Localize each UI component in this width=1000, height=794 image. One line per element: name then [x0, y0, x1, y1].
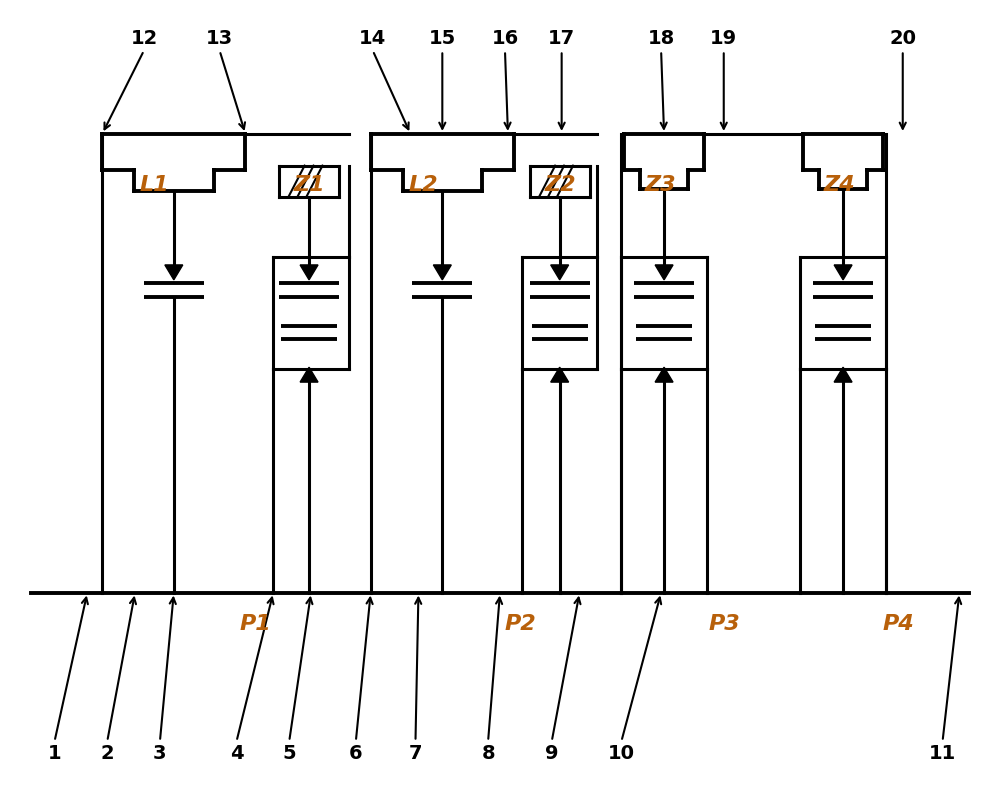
Text: 14: 14: [359, 29, 386, 48]
Text: 5: 5: [282, 744, 296, 763]
Polygon shape: [655, 265, 673, 279]
Text: 13: 13: [206, 29, 233, 48]
Polygon shape: [834, 367, 852, 382]
Text: L1: L1: [140, 175, 170, 195]
Text: Z3: Z3: [644, 175, 676, 195]
Polygon shape: [551, 265, 569, 279]
Text: 18: 18: [647, 29, 675, 48]
Text: Z2: Z2: [545, 175, 576, 195]
Text: P1: P1: [239, 615, 271, 634]
Text: 19: 19: [710, 29, 737, 48]
Polygon shape: [655, 367, 673, 382]
Text: 1: 1: [48, 744, 61, 763]
Text: 16: 16: [491, 29, 519, 48]
Text: Z1: Z1: [293, 175, 325, 195]
Text: 9: 9: [545, 744, 558, 763]
Polygon shape: [433, 265, 451, 279]
Polygon shape: [834, 265, 852, 279]
Text: Z4: Z4: [823, 175, 855, 195]
Text: 8: 8: [481, 744, 495, 763]
Polygon shape: [300, 265, 318, 279]
Text: 17: 17: [548, 29, 575, 48]
Polygon shape: [300, 367, 318, 382]
Text: 20: 20: [889, 29, 916, 48]
Polygon shape: [551, 367, 569, 382]
Text: 12: 12: [130, 29, 158, 48]
Text: P4: P4: [883, 615, 915, 634]
Text: 7: 7: [409, 744, 422, 763]
Text: 2: 2: [100, 744, 114, 763]
Text: 6: 6: [349, 744, 363, 763]
Polygon shape: [165, 265, 183, 279]
Text: P3: P3: [709, 615, 741, 634]
Text: L2: L2: [409, 175, 438, 195]
Text: 15: 15: [429, 29, 456, 48]
Text: 4: 4: [230, 744, 243, 763]
Text: P2: P2: [505, 615, 537, 634]
Text: 10: 10: [608, 744, 635, 763]
Text: 11: 11: [929, 744, 956, 763]
Text: 3: 3: [153, 744, 167, 763]
